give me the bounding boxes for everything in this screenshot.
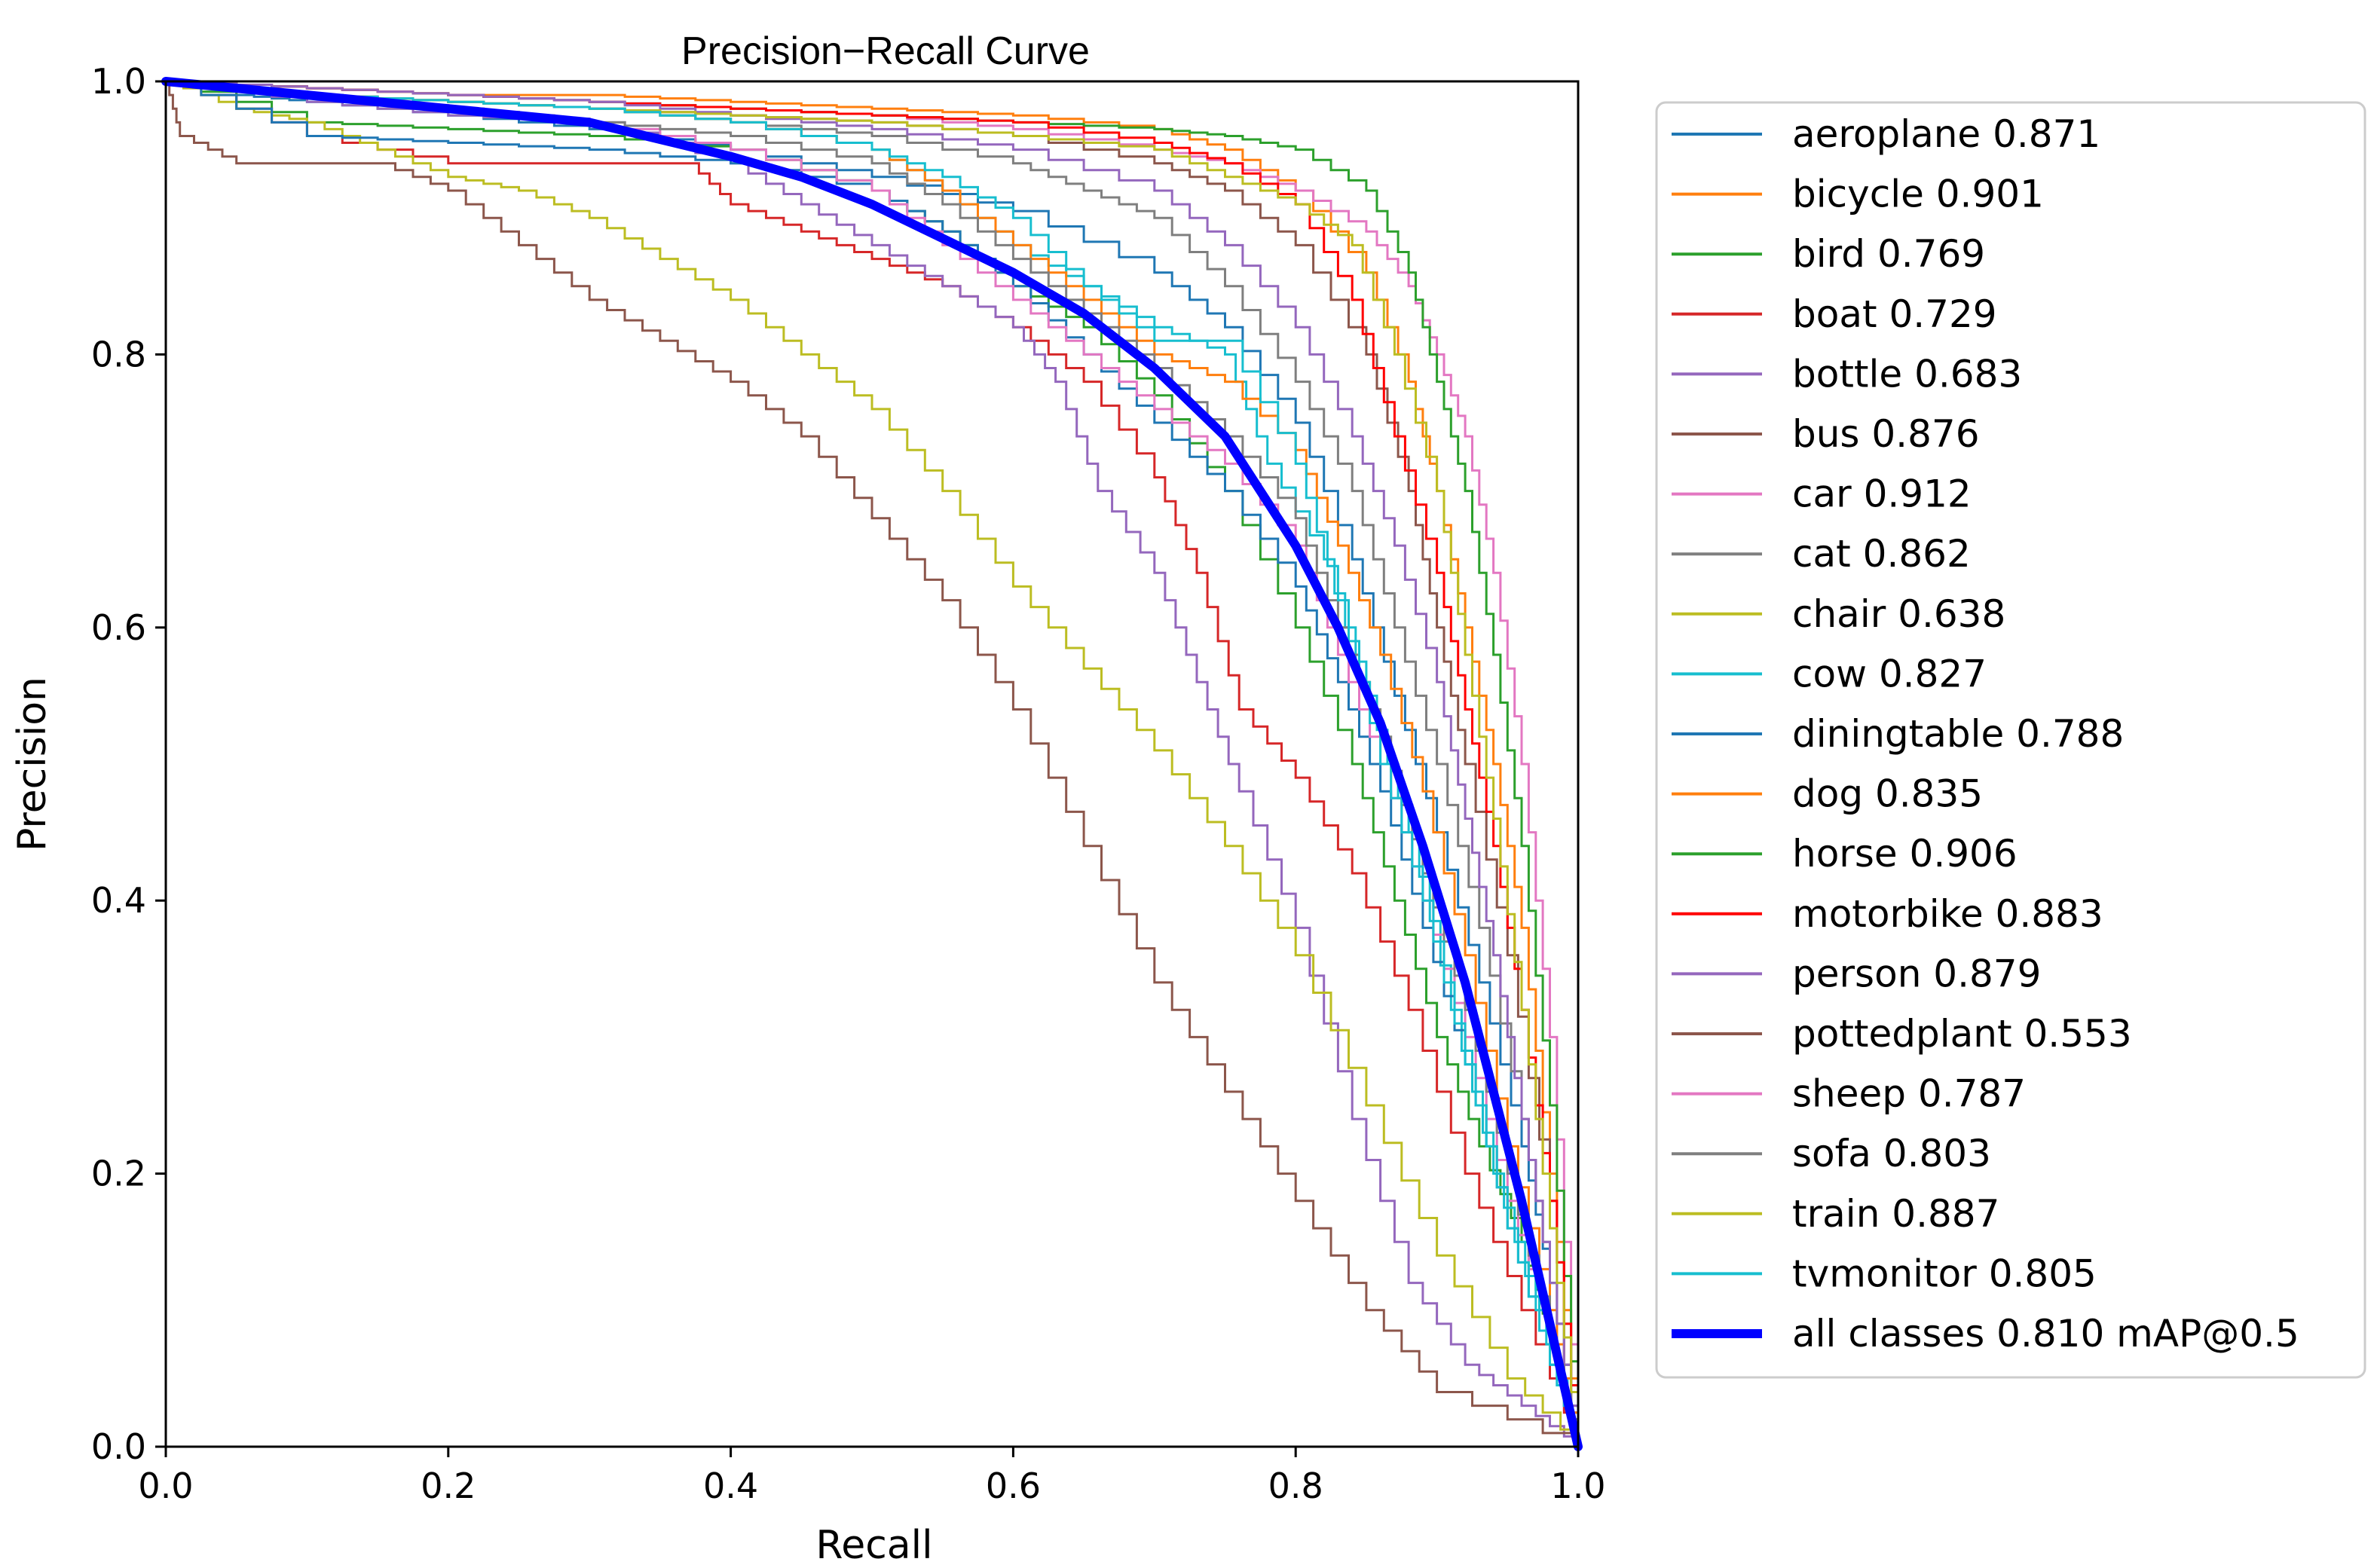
y-tick-label: 1.0 <box>91 61 146 102</box>
legend-label-bus: bus 0.876 <box>1792 412 1980 456</box>
series-line-pottedplant <box>166 80 1580 1447</box>
legend-items: aeroplane 0.871 bicycle 0.901 bird 0.769 bo… <box>1672 112 2299 1356</box>
x-tick-label: 0.2 <box>421 1466 476 1506</box>
series-line-all-classes <box>161 77 1583 1451</box>
legend-label-diningtable: diningtable 0.788 <box>1792 712 2124 756</box>
x-tick-label: 0.4 <box>703 1466 758 1506</box>
x-tick-label: 1.0 <box>1550 1466 1605 1506</box>
legend-box <box>1655 101 2366 1379</box>
legend-label-all-classes: all classes 0.810 mAP@0.5 <box>1792 1312 2299 1356</box>
legend-label-motorbike: motorbike 0.883 <box>1792 892 2103 936</box>
legend-label-bird: bird 0.769 <box>1792 232 1985 276</box>
plot-frame <box>164 80 1580 1448</box>
legend-label-aeroplane: aeroplane 0.871 <box>1792 112 2100 156</box>
series-line-tvmonitor <box>166 80 1580 1447</box>
x-axis-label: Recall <box>815 1523 932 1568</box>
legend-label-bottle: bottle 0.683 <box>1792 352 2022 396</box>
plot-lines <box>161 77 1583 1451</box>
legend-label-cat: cat 0.862 <box>1792 532 1971 576</box>
legend-label-pottedplant: pottedplant 0.553 <box>1792 1012 2132 1056</box>
x-tick-label: 0.0 <box>138 1466 193 1506</box>
legend-label-sheep: sheep 0.787 <box>1792 1072 2026 1116</box>
x-tick-label: 0.8 <box>1268 1466 1323 1506</box>
y-axis-label: Precision <box>10 677 55 851</box>
y-tick-label: 0.8 <box>91 334 146 374</box>
legend-label-bicycle: bicycle 0.901 <box>1792 173 2044 216</box>
y-tick-label: 0.0 <box>91 1426 146 1467</box>
legend-label-train: train 0.887 <box>1792 1192 1999 1236</box>
chart-title: Precision−Recall Curve <box>681 29 1090 73</box>
series-line-boat <box>166 80 1580 1447</box>
legend-label-sofa: sofa 0.803 <box>1792 1132 1991 1175</box>
x-tick-label: 0.6 <box>986 1466 1041 1506</box>
series-line-person <box>166 80 1580 1447</box>
series-line-chair <box>166 80 1580 1447</box>
legend-label-horse: horse 0.906 <box>1792 832 2018 876</box>
legend-label-dog: dog 0.835 <box>1792 772 1983 816</box>
y-tick-label: 0.6 <box>91 607 146 648</box>
x-axis-ticks: 0.0 0.2 0.4 0.6 0.8 1.0 <box>138 1447 1606 1506</box>
legend-label-chair: chair 0.638 <box>1792 592 2005 636</box>
y-tick-label: 0.2 <box>91 1154 146 1194</box>
y-tick-label: 0.4 <box>91 880 146 921</box>
legend: aeroplane 0.871 bicycle 0.901 bird 0.769 bo… <box>1655 101 2366 1379</box>
legend-label-tvmonitor: tvmonitor 0.805 <box>1792 1252 2097 1295</box>
legend-label-person: person 0.879 <box>1792 952 2041 995</box>
legend-label-boat: boat 0.729 <box>1792 292 1997 336</box>
legend-label-cow: cow 0.827 <box>1792 652 1987 695</box>
legend-label-car: car 0.912 <box>1792 472 1972 516</box>
y-axis-ticks: 0.0 0.2 0.4 0.6 0.8 1.0 <box>91 61 166 1467</box>
